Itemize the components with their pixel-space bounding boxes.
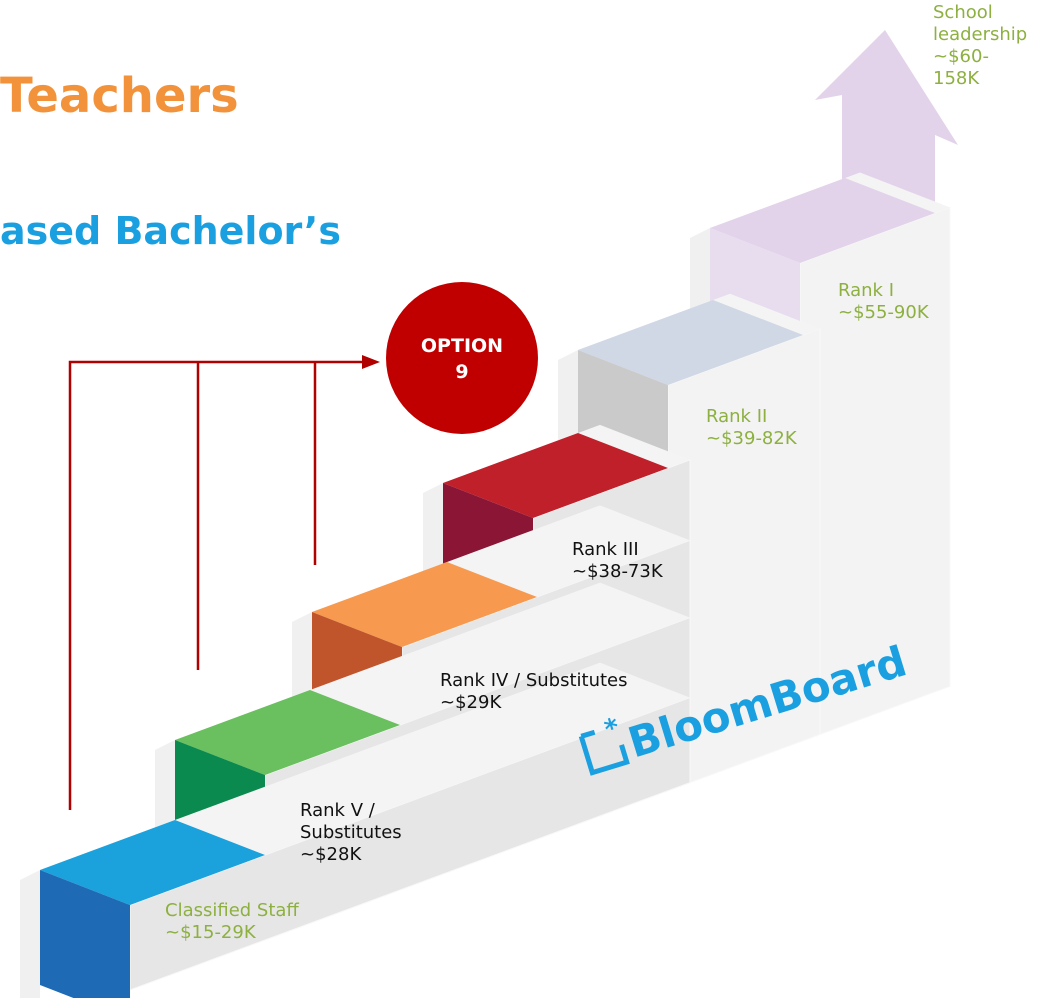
step-label: ~$15-29K [165, 922, 257, 943]
step-label: Rank II [706, 406, 767, 427]
step-label: Rank III [572, 539, 639, 560]
step-side [20, 870, 40, 998]
staircase [20, 30, 958, 998]
step-label: ~$28K [300, 844, 362, 865]
badge-line: OPTION [421, 335, 503, 357]
step-label: ~$29K [440, 692, 502, 713]
step-label: ~$60- [933, 46, 989, 67]
step-label: leadership [933, 24, 1027, 45]
step-label: ~$55-90K [838, 302, 930, 323]
title: Teachers [0, 68, 239, 124]
step-label: Rank I [838, 280, 894, 301]
arrow-head [362, 355, 380, 369]
step-label: Rank IV / Substitutes [440, 670, 628, 691]
step-label: 158K [933, 68, 980, 89]
subtitle: ased Bachelor’s [0, 209, 341, 253]
step-label: School [933, 2, 993, 23]
step-label: Classified Staff [165, 900, 299, 921]
step-label: Rank V / [300, 800, 376, 821]
step-label: ~$39-82K [706, 428, 798, 449]
option-badge [386, 282, 538, 434]
step-label: Substitutes [300, 822, 402, 843]
step-label: ~$38-73K [572, 561, 664, 582]
badge-line: 9 [455, 361, 468, 383]
page: Teachers ased Bachelor’s OPTION 9 * Bloo… [0, 0, 1038, 998]
